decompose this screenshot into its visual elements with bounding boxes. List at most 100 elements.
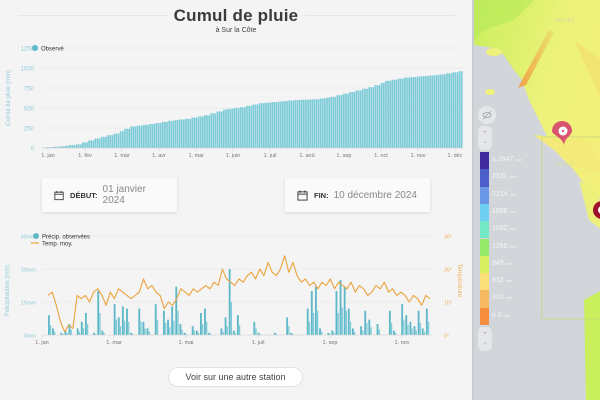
other-station-button[interactable]: Voir sur une autre station (168, 367, 303, 387)
end-date-card[interactable]: FIN: 10 décembre 2024 (285, 178, 430, 212)
title-divider-left (18, 15, 168, 16)
precip-bar (411, 328, 413, 335)
cumul-bar (50, 147, 53, 148)
cumul-bar (260, 103, 263, 148)
cumul-bar (229, 108, 232, 148)
precip-bar (335, 291, 338, 335)
cumul-bar (448, 73, 450, 148)
start-date-value: 01 janvier 2024 (102, 184, 146, 206)
zoom-in-button[interactable]: + (483, 130, 487, 136)
cumul-bar (92, 140, 95, 148)
end-date-value: 10 décembre 2024 (333, 189, 417, 201)
cumul-bar (204, 115, 206, 148)
precip-bar (378, 329, 380, 335)
zoom-in-button-bottom[interactable]: + (483, 331, 487, 337)
y-tick-label: 500 (24, 107, 35, 113)
cumul-bar (309, 99, 312, 148)
cumul-bar (370, 87, 373, 148)
cumul-bar (292, 100, 295, 148)
legend-label-precip[interactable]: Précip. observées (42, 235, 90, 241)
precip-bar (425, 308, 428, 335)
cumul-bar (130, 126, 133, 148)
cumul-bar (385, 80, 387, 148)
cumul-bar (197, 116, 200, 148)
precip-bar (403, 319, 405, 335)
cumul-bar (199, 116, 202, 148)
hide-layer-button[interactable] (478, 106, 496, 124)
cumul-bar (103, 136, 105, 148)
legend-swatch (480, 290, 489, 308)
cumul-bar (250, 105, 253, 148)
x-tick-label: 1. déc (448, 153, 463, 159)
precip-bar (191, 326, 194, 335)
cumul-bar (389, 80, 392, 148)
legend-label-temp[interactable]: Temp. moy. (42, 242, 73, 248)
precip-bar (204, 308, 206, 335)
cumul-bar (113, 133, 116, 148)
cumul-bar (336, 95, 339, 148)
precip-bar (253, 321, 256, 335)
map-canvas[interactable]: NANTES LA ROC (474, 0, 600, 400)
legend-value: 2214 mm (492, 190, 517, 198)
legend-value: ≥ 2847 mm (492, 156, 522, 163)
cumul-bar (410, 77, 413, 148)
cumul-bar (176, 120, 179, 148)
cumul-bar (231, 108, 234, 148)
cumul-bar (395, 79, 398, 148)
start-date-card[interactable]: DÉBUT: 01 janvier 2024 (42, 178, 177, 212)
cumul-bar (328, 97, 330, 148)
precip-bar (417, 310, 420, 335)
precip-bar (388, 310, 391, 335)
precip-bar (341, 307, 343, 335)
cumul-bar (145, 124, 147, 148)
legend-label-observed[interactable]: Observé (41, 47, 64, 53)
legend-value: 316 mm (492, 294, 513, 302)
cumul-bar (404, 77, 406, 148)
zoom-controls-bottom: + − (478, 327, 492, 351)
precip-bar (308, 321, 311, 335)
y-left-tick-label: 15mm (21, 301, 37, 307)
cumul-bar (117, 133, 120, 148)
cumul-bar (159, 122, 162, 148)
cumul-bar (256, 104, 259, 148)
cumul-bar (225, 109, 227, 148)
cumul-bar (88, 140, 90, 148)
cumul-bar (374, 85, 377, 148)
zoom-out-button-bottom[interactable]: − (483, 341, 487, 347)
cumul-bar (269, 102, 272, 148)
precip-bar (275, 333, 278, 335)
cumul-bar (107, 135, 109, 148)
precip-bar (87, 324, 89, 335)
precip-bar (319, 328, 321, 335)
precip-bar (312, 313, 315, 335)
precip-bar (333, 332, 335, 335)
cumul-bar (174, 120, 177, 148)
eye-off-icon (482, 110, 492, 120)
precip-bar (310, 291, 313, 335)
precip-bar (354, 331, 356, 335)
precip-bar (321, 331, 323, 335)
rain-map[interactable]: NANTES LA ROC + − ≥ 2847 mm 2531 mm 2214 m… (472, 0, 600, 400)
title-divider-right (305, 15, 455, 16)
cumul-bar (121, 131, 124, 148)
precip-bar (405, 315, 408, 335)
precip-bar (401, 304, 404, 335)
cumul-bar (172, 120, 175, 148)
cumul-bar (368, 87, 370, 148)
cumul-bar (345, 93, 347, 148)
precip-bar (255, 328, 257, 335)
station-marker[interactable] (552, 121, 572, 146)
precip-bar (273, 332, 276, 335)
cumul-bar (79, 144, 82, 148)
precip-bar (117, 317, 120, 335)
cumul-bar (383, 82, 385, 148)
legend-swatch (480, 203, 489, 222)
zoom-out-button[interactable]: − (483, 140, 487, 146)
cumul-bar (446, 73, 448, 148)
cumul-bar (164, 121, 166, 148)
cumul-bar (439, 74, 442, 148)
legend-value: ≥ 0 mm (492, 311, 511, 319)
precip-bar (409, 321, 412, 335)
precip-bar (206, 321, 208, 335)
precip-bar (169, 327, 171, 335)
